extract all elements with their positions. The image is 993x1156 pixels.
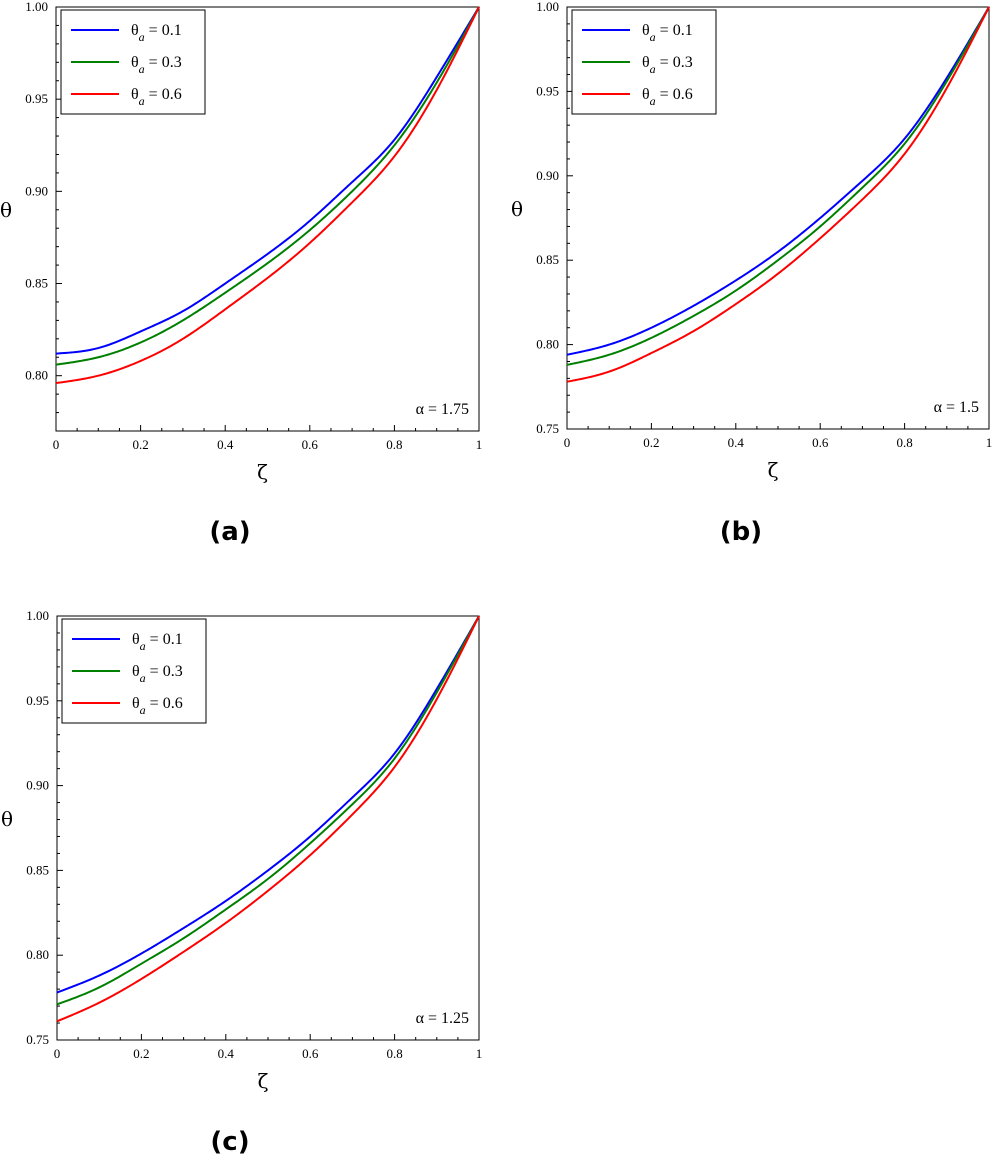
series-line-2 [55,6,480,366]
series-line-3 [55,6,480,385]
x-tick-label: 0.8 [386,437,402,452]
x-axis-label: ζ [257,460,268,484]
x-tick-label: 0.2 [133,1046,149,1061]
legend-entry: θa = 0.6 [132,695,183,717]
legend-entry: θa = 0.6 [642,86,693,108]
x-tick-label: 0.8 [386,1046,402,1061]
x-tick-label: 0 [564,435,571,450]
x-tick-label: 0.6 [302,1046,319,1061]
x-tick-label: 0.4 [728,435,745,450]
alpha-annotation: α = 1.25 [416,1010,469,1027]
x-tick-label: 0.6 [812,435,829,450]
series-line-1 [55,6,480,355]
series-line-1 [56,615,480,994]
x-tick-label: 0.6 [302,437,319,452]
y-tick-label: 0.90 [536,168,559,183]
y-tick-label: 1.00 [536,0,559,14]
legend-entry: θa = 0.3 [131,54,182,76]
y-tick-label: 0.85 [26,862,49,877]
alpha-annotation: α = 1.5 [934,399,979,416]
x-tick-label: 0.2 [643,435,659,450]
alpha-annotation: α = 1.75 [416,401,469,418]
legend-entry: θa = 0.1 [642,22,693,44]
series-line-3 [566,6,990,383]
x-tick-label: 0.2 [132,437,148,452]
series-line-1 [566,6,990,356]
y-tick-label: 0.85 [536,252,559,267]
y-tick-label: 0.85 [25,276,48,291]
x-tick-label: 1 [476,1046,483,1061]
x-tick-label: 1 [476,437,483,452]
x-tick-label: 0.4 [218,1046,235,1061]
x-tick-label: 1 [986,435,993,450]
y-tick-label: 1.00 [26,608,49,623]
x-axis-label: ζ [258,1069,269,1093]
legend-entry: θa = 0.1 [132,631,183,653]
y-tick-label: 0.80 [26,947,49,962]
x-tick-label: 0 [54,1046,61,1061]
y-tick-label: 0.80 [536,337,559,352]
legend-entry: θa = 0.6 [131,86,182,108]
y-tick-label: 0.95 [26,693,49,708]
x-axis-label: ζ [768,458,779,482]
y-tick-label: 0.75 [536,421,559,436]
chart-panel-2: 0 0.2 0.4 0.6 0.8 1 0.75 0.80 0.85 0.90 0.95 1.00 ζ θ… [511,0,992,547]
y-tick-label: 0.75 [26,1032,49,1047]
y-tick-label: 0.90 [26,778,49,793]
legend-entry: θa = 0.1 [131,22,182,44]
y-axis-label: θ [511,197,523,221]
panel-label: (c) [210,1127,249,1156]
y-tick-label: 0.95 [536,83,559,98]
y-axis-label: θ [0,198,12,222]
legend-entry: θa = 0.3 [642,54,693,76]
series-line-2 [56,615,480,1006]
legend-entry: θa = 0.3 [132,663,183,685]
y-axis-label: θ [1,807,13,831]
y-tick-label: 0.80 [25,368,48,383]
x-tick-label: 0 [53,437,60,452]
y-tick-label: 1.00 [25,0,48,14]
y-tick-label: 0.90 [25,183,48,198]
panel-label: (b) [720,517,762,547]
chart-panel-3: 0 0.2 0.4 0.6 0.8 1 0.75 0.80 0.85 0.90 0.95 1.00 ζ θ… [1,608,482,1156]
panel-label: (a) [209,517,250,547]
chart-panel-1: 0 0.2 0.4 0.6 0.8 1 0.80 0.85 0.90 0.95 1.00 ζ θ θa =… [0,0,482,547]
x-tick-label: 0.8 [896,435,912,450]
series-line-3 [56,615,480,1023]
y-tick-label: 0.95 [25,91,48,106]
series-line-2 [566,6,990,366]
x-tick-label: 0.4 [217,437,234,452]
